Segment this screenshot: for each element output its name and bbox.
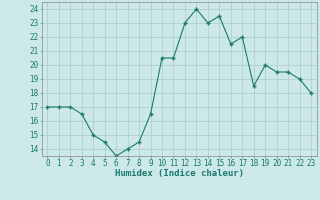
X-axis label: Humidex (Indice chaleur): Humidex (Indice chaleur) xyxy=(115,169,244,178)
